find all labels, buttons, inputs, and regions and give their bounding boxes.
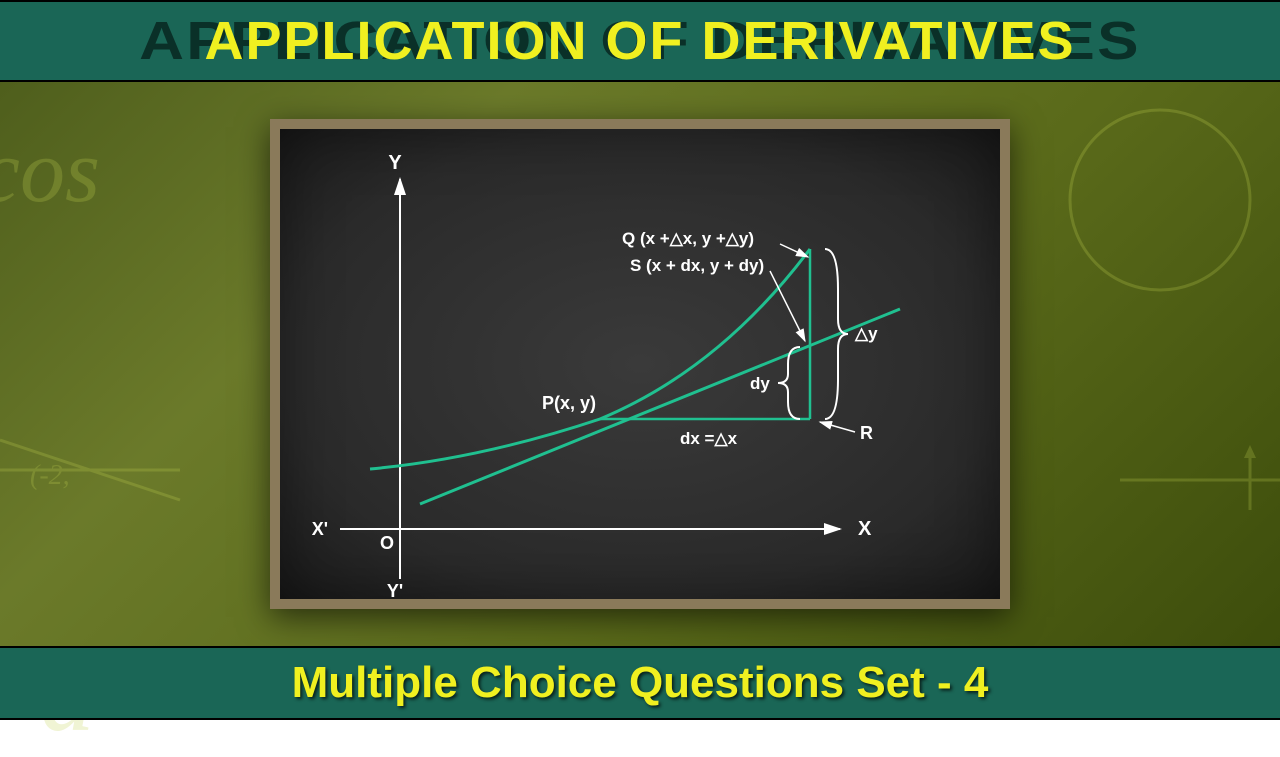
- x-neg-label: X': [312, 519, 328, 539]
- point-p-label: P(x, y): [542, 393, 596, 413]
- dx-label: dx =△x: [680, 429, 738, 448]
- slide: cos d (-2, APPLICATION OF DERIVATIVES AP…: [0, 0, 1280, 720]
- subtitle: Multiple Choice Questions Set - 4: [292, 658, 989, 707]
- q-arrow: [780, 244, 808, 257]
- origin-label: O: [380, 533, 394, 553]
- r-arrow: [820, 422, 855, 432]
- blackboard: Y Y' X X' O: [270, 119, 1010, 609]
- footer-band: Multiple Choice Questions Set - 4: [0, 646, 1280, 720]
- y-neg-label: Y': [387, 581, 403, 599]
- s-arrow: [770, 271, 805, 341]
- derivative-diagram: Y Y' X X' O: [280, 129, 1000, 599]
- dy-label: dy: [750, 374, 770, 393]
- point-s-label: S (x + dx, y + dy): [630, 256, 764, 275]
- x-label: X: [858, 518, 872, 540]
- header-band: APPLICATION OF DERIVATIVES APPLICATION O…: [0, 0, 1280, 82]
- delta-y-label: △y: [854, 324, 878, 343]
- point-q-label: Q (x +△x, y +△y): [622, 229, 754, 248]
- y-label: Y: [388, 152, 402, 174]
- tangent-line: [420, 309, 900, 504]
- content-area: Y Y' X X' O: [0, 82, 1280, 646]
- page-title: APPLICATION OF DERIVATIVES: [204, 10, 1075, 72]
- point-r-label: R: [860, 423, 873, 443]
